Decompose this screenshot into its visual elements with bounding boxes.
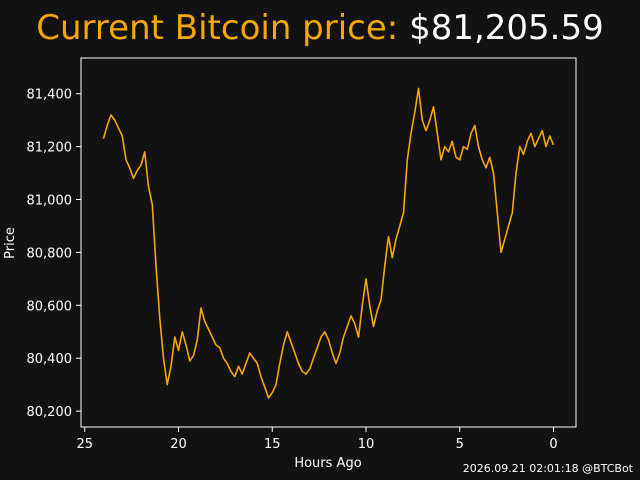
y-axis-ticks: 80,200 80,400 80,600 80,800 81,000 81,200 81,4… (27, 88, 81, 420)
y-tick-label: 80,400 (27, 352, 73, 367)
y-tick-label: 81,200 (27, 141, 73, 156)
price-label: Current Bitcoin price: (36, 8, 399, 48)
x-tick-label: 10 (358, 437, 375, 452)
y-tick-label: 81,400 (27, 88, 73, 103)
y-axis-label: Price (3, 227, 18, 259)
x-axis-ticks: 25 20 15 10 5 0 (76, 427, 558, 452)
y-tick-label: 81,000 (27, 194, 73, 209)
price-line (102, 87, 555, 399)
x-axis-label: Hours Ago (294, 456, 361, 471)
x-tick-label: 25 (76, 437, 93, 452)
footer-timestamp: 2026.09.21 02:01:18 @BTCBot (462, 462, 633, 475)
current-price: $81,205.59 (409, 8, 604, 48)
x-tick-label: 20 (170, 437, 187, 452)
y-tick-label: 80,200 (27, 405, 73, 420)
page-title: Current Bitcoin price: $81,205.59 (0, 8, 640, 48)
plot-area (80, 57, 577, 428)
y-tick-label: 80,600 (27, 299, 73, 314)
x-tick-label: 0 (549, 437, 557, 452)
series-group (102, 87, 555, 399)
x-tick-label: 15 (264, 437, 281, 452)
y-tick-label: 80,800 (27, 246, 73, 261)
x-tick-label: 5 (456, 437, 464, 452)
